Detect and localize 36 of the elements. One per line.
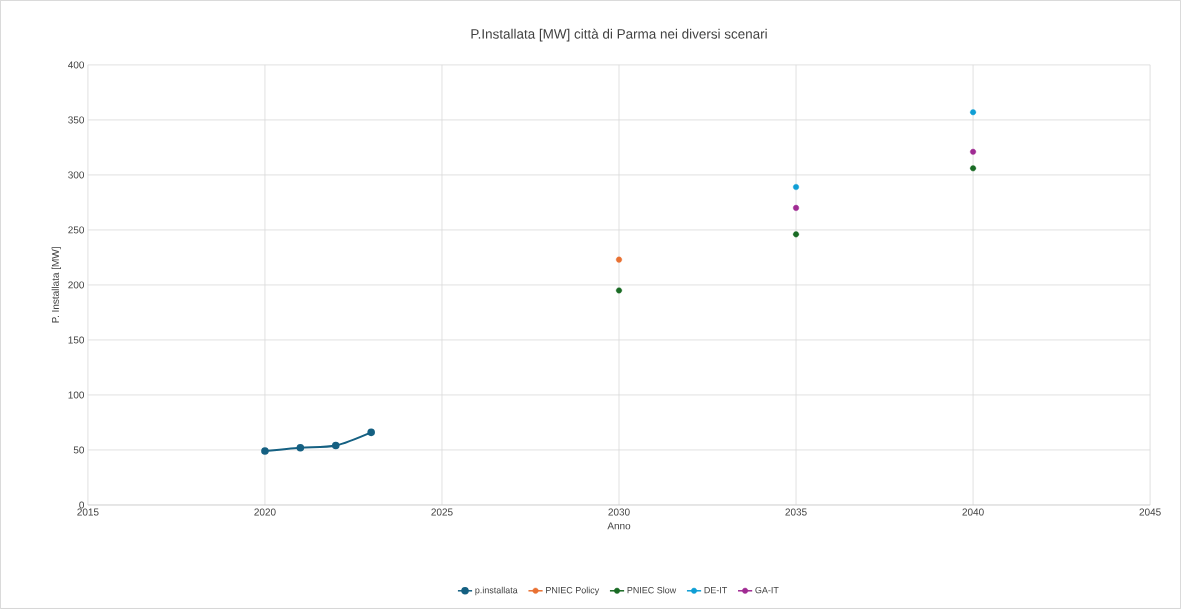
point — [793, 204, 800, 211]
point — [970, 109, 977, 116]
point — [793, 231, 800, 238]
y-tick-label: 300 — [68, 171, 85, 179]
x-tick-label: 2025 — [431, 508, 453, 516]
y-axis-title: P. Installata [MW] — [51, 247, 61, 323]
x-tick-label: 2030 — [608, 508, 630, 516]
x-tick-label: 2045 — [1139, 508, 1161, 516]
point — [616, 287, 623, 294]
x-axis-title: Anno — [607, 522, 631, 530]
y-tick-label: 250 — [68, 226, 85, 234]
point — [970, 148, 977, 155]
y-tick-label: 200 — [68, 281, 85, 289]
legend-label: GA-IT — [755, 586, 779, 594]
point — [367, 428, 375, 437]
legend-label: DE-IT — [704, 587, 728, 594]
point — [296, 444, 305, 452]
point — [331, 441, 340, 450]
x-tick-label: 2040 — [962, 508, 984, 516]
legend-label: PNIEC Policy — [546, 586, 600, 596]
y-tick-label: 150 — [68, 336, 85, 344]
point — [970, 165, 977, 172]
y-tick-label: 0 — [79, 501, 85, 509]
x-tick-label: 2020 — [254, 508, 276, 516]
y-tick-label: 100 — [68, 391, 85, 399]
point — [793, 184, 800, 191]
point — [616, 256, 623, 263]
y-tick-label: 350 — [68, 116, 85, 124]
y-tick-label: 400 — [68, 61, 85, 69]
y-tick-label: 50 — [73, 446, 85, 454]
point — [261, 447, 269, 455]
legend-label: PNIEC Slow — [627, 586, 677, 594]
legend-label: p.installata — [475, 586, 518, 596]
chart-title: P.Installata [MW] città di Parma nei diversi scenari — [471, 28, 767, 42]
x-tick-label: 2015 — [77, 508, 99, 516]
x-tick-label: 2035 — [785, 508, 807, 516]
